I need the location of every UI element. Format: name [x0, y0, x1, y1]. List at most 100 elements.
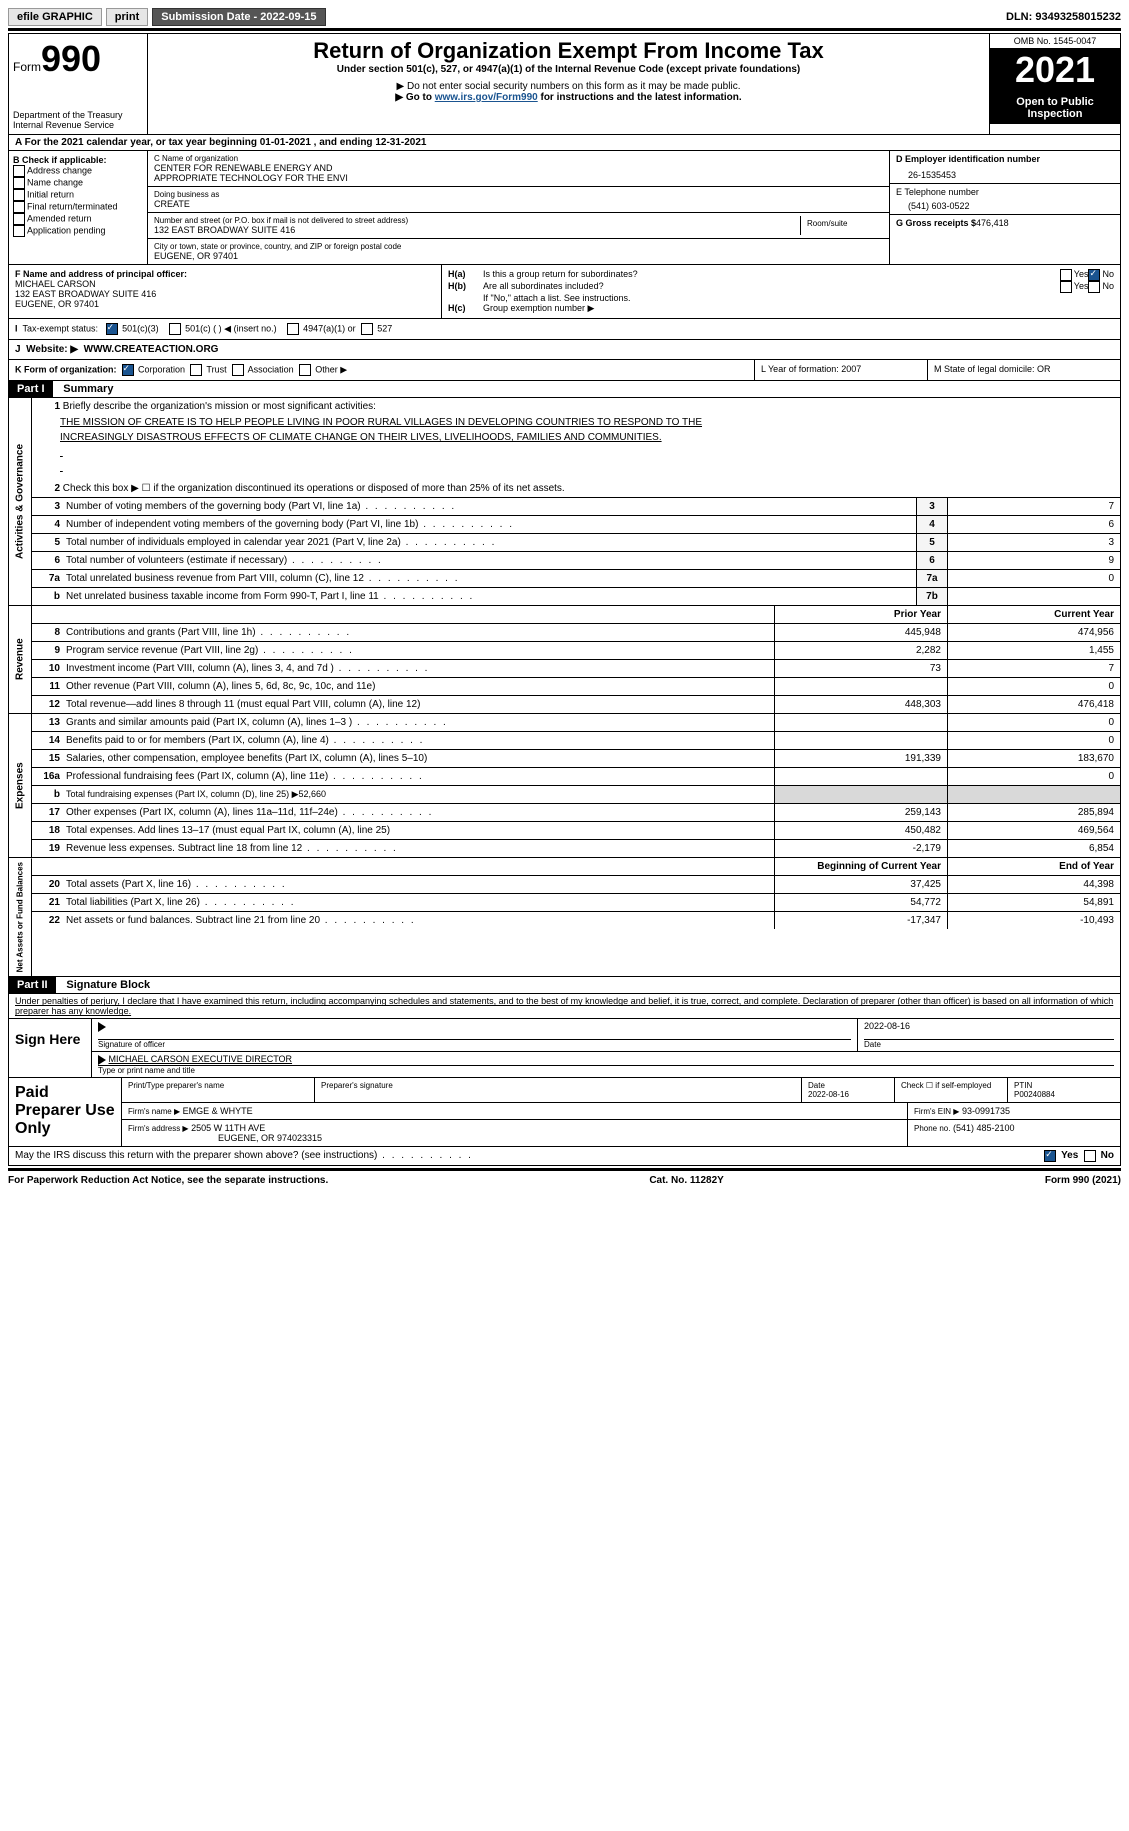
sign-here-block: Sign Here Signature of officer 2022-08-1… — [8, 1019, 1121, 1078]
hdr-end: End of Year — [947, 858, 1120, 875]
dln: DLN: 93493258015232 — [1006, 11, 1121, 23]
form-word: Form — [13, 60, 41, 74]
dept-treasury: Department of the Treasury — [13, 110, 143, 120]
irs-label: Internal Revenue Service — [13, 120, 143, 130]
ein: 26-1535453 — [896, 164, 1114, 180]
part2-title: Signature Block — [58, 977, 158, 993]
type-name-label: Type or print name and title — [98, 1066, 1114, 1075]
ha-no[interactable] — [1088, 269, 1100, 281]
val-5: 3 — [947, 534, 1120, 551]
section-fgh: F Name and address of principal officer:… — [8, 265, 1121, 319]
check-self: Check ☐ if self-employed — [895, 1078, 1008, 1102]
mission-2: INCREASINGLY DISASTROUS EFFECTS OF CLIMA… — [32, 430, 1120, 445]
sig-date: 2022-08-16 — [864, 1021, 1114, 1040]
check-corp[interactable] — [122, 364, 134, 376]
tab-expenses: Expenses — [9, 714, 32, 857]
paid-preparer-label: Paid Preparer Use Only — [9, 1078, 122, 1146]
goto-post: for instructions and the latest informat… — [538, 92, 742, 103]
website: WWW.CREATEACTION.ORG — [84, 344, 219, 355]
c-label: C Name of organization — [154, 154, 883, 163]
year-formation: L Year of formation: 2007 — [755, 360, 928, 380]
mission-1: THE MISSION OF CREATE IS TO HELP PEOPLE … — [32, 415, 1120, 430]
part2-bar: Part II Signature Block — [8, 977, 1121, 994]
form-title: Return of Organization Exempt From Incom… — [152, 38, 985, 64]
goto-pre: ▶ Go to — [395, 92, 434, 103]
check-501c[interactable] — [169, 323, 181, 335]
omb-number: OMB No. 1545-0047 — [990, 34, 1120, 49]
hb-no[interactable] — [1088, 281, 1100, 293]
paid-preparer-block: Paid Preparer Use Only Print/Type prepar… — [8, 1078, 1121, 1147]
officer-printed: MICHAEL CARSON EXECUTIVE DIRECTOR — [109, 1054, 293, 1064]
identity-grid: B Check if applicable: Address change Na… — [8, 151, 1121, 265]
sig-officer-label: Signature of officer — [98, 1040, 851, 1049]
d-label: D Employer identification number — [896, 154, 1114, 164]
form-number: 990 — [41, 38, 101, 79]
check-assoc[interactable] — [232, 364, 244, 376]
check-501c3[interactable] — [106, 323, 118, 335]
row-i: I Tax-exempt status: 501(c)(3) 501(c) ( … — [8, 319, 1121, 340]
check-4947[interactable] — [287, 323, 299, 335]
hb-yes[interactable] — [1060, 281, 1072, 293]
phone: (541) 603-0522 — [896, 197, 1114, 211]
officer-name: MICHAEL CARSON — [15, 279, 96, 289]
hb-note: If "No," attach a list. See instructions… — [448, 293, 1114, 303]
form-ref: Form 990 (2021) — [1045, 1175, 1121, 1186]
form-header: Form990 Department of the Treasury Inter… — [8, 33, 1121, 135]
top-bar: efile GRAPHIC print Submission Date - 20… — [8, 8, 1121, 26]
e-label: E Telephone number — [896, 187, 1114, 197]
city-state-zip: EUGENE, OR 97401 — [154, 251, 883, 261]
firm-name: EMGE & WHYTE — [183, 1106, 253, 1116]
hb-label: Are all subordinates included? — [483, 281, 1060, 293]
col-b-title: B Check if applicable: — [13, 155, 143, 165]
prep-sig-label: Preparer's signature — [315, 1078, 802, 1102]
check-app-pending[interactable] — [13, 225, 25, 237]
discuss-no[interactable] — [1084, 1150, 1096, 1162]
firm-addr1: 2505 W 11TH AVE — [191, 1123, 265, 1133]
val-6: 9 — [947, 552, 1120, 569]
officer-addr1: 132 EAST BROADWAY SUITE 416 — [15, 289, 156, 299]
form-subtitle-2: ▶ Do not enter social security numbers o… — [152, 81, 985, 92]
sign-here: Sign Here — [9, 1019, 92, 1077]
print-name-label: Print/Type preparer's name — [122, 1078, 315, 1102]
tab-netassets: Net Assets or Fund Balances — [9, 858, 32, 976]
row-j: J Website: ▶ WWW.CREATEACTION.ORG — [8, 340, 1121, 360]
check-amended[interactable] — [13, 213, 25, 225]
f-label: F Name and address of principal officer: — [15, 269, 187, 279]
arrow-icon — [98, 1055, 106, 1065]
firm-ein: 93-0991735 — [962, 1106, 1010, 1116]
discuss-yes[interactable] — [1044, 1150, 1056, 1162]
part1-hdr: Part I — [9, 381, 53, 397]
row-klm: K Form of organization: Corporation Trus… — [8, 360, 1121, 381]
officer-addr2: EUGENE, OR 97401 — [15, 299, 99, 309]
addr-label: Number and street (or P.O. box if mail i… — [154, 216, 800, 225]
check-name-change[interactable] — [13, 177, 25, 189]
gross-receipts: 476,418 — [976, 218, 1009, 228]
irs-link[interactable]: www.irs.gov/Form990 — [435, 92, 538, 103]
part2-hdr: Part II — [9, 977, 56, 993]
ha-yes[interactable] — [1060, 269, 1072, 281]
firm-addr2: EUGENE, OR 974023315 — [128, 1133, 322, 1143]
row-a: A For the 2021 calendar year, or tax yea… — [8, 135, 1121, 151]
tab-governance: Activities & Governance — [9, 398, 32, 605]
street-address: 132 EAST BROADWAY SUITE 416 — [154, 225, 800, 235]
open-inspection: Open to Public Inspection — [990, 92, 1120, 124]
tab-revenue: Revenue — [9, 606, 32, 713]
check-initial-return[interactable] — [13, 189, 25, 201]
firm-phone: (541) 485-2100 — [953, 1123, 1015, 1133]
check-trust[interactable] — [190, 364, 202, 376]
room-label: Room/suite — [801, 216, 883, 235]
check-final-return[interactable] — [13, 201, 25, 213]
check-address-change[interactable] — [13, 165, 25, 177]
check-other[interactable] — [299, 364, 311, 376]
check-527[interactable] — [361, 323, 373, 335]
hc-label: Group exemption number ▶ — [483, 303, 594, 313]
org-name-1: CENTER FOR RENEWABLE ENERGY AND — [154, 163, 883, 173]
summary-netassets: Net Assets or Fund Balances Beginning of… — [8, 858, 1121, 977]
pra-notice: For Paperwork Reduction Act Notice, see … — [8, 1175, 328, 1186]
part1-bar: Part I Summary — [8, 381, 1121, 398]
print-button[interactable]: print — [106, 8, 148, 26]
cat-no: Cat. No. 11282Y — [649, 1175, 723, 1186]
val-3: 7 — [947, 498, 1120, 515]
declaration: Under penalties of perjury, I declare th… — [8, 994, 1121, 1019]
summary-expenses: Expenses 13Grants and similar amounts pa… — [8, 714, 1121, 858]
